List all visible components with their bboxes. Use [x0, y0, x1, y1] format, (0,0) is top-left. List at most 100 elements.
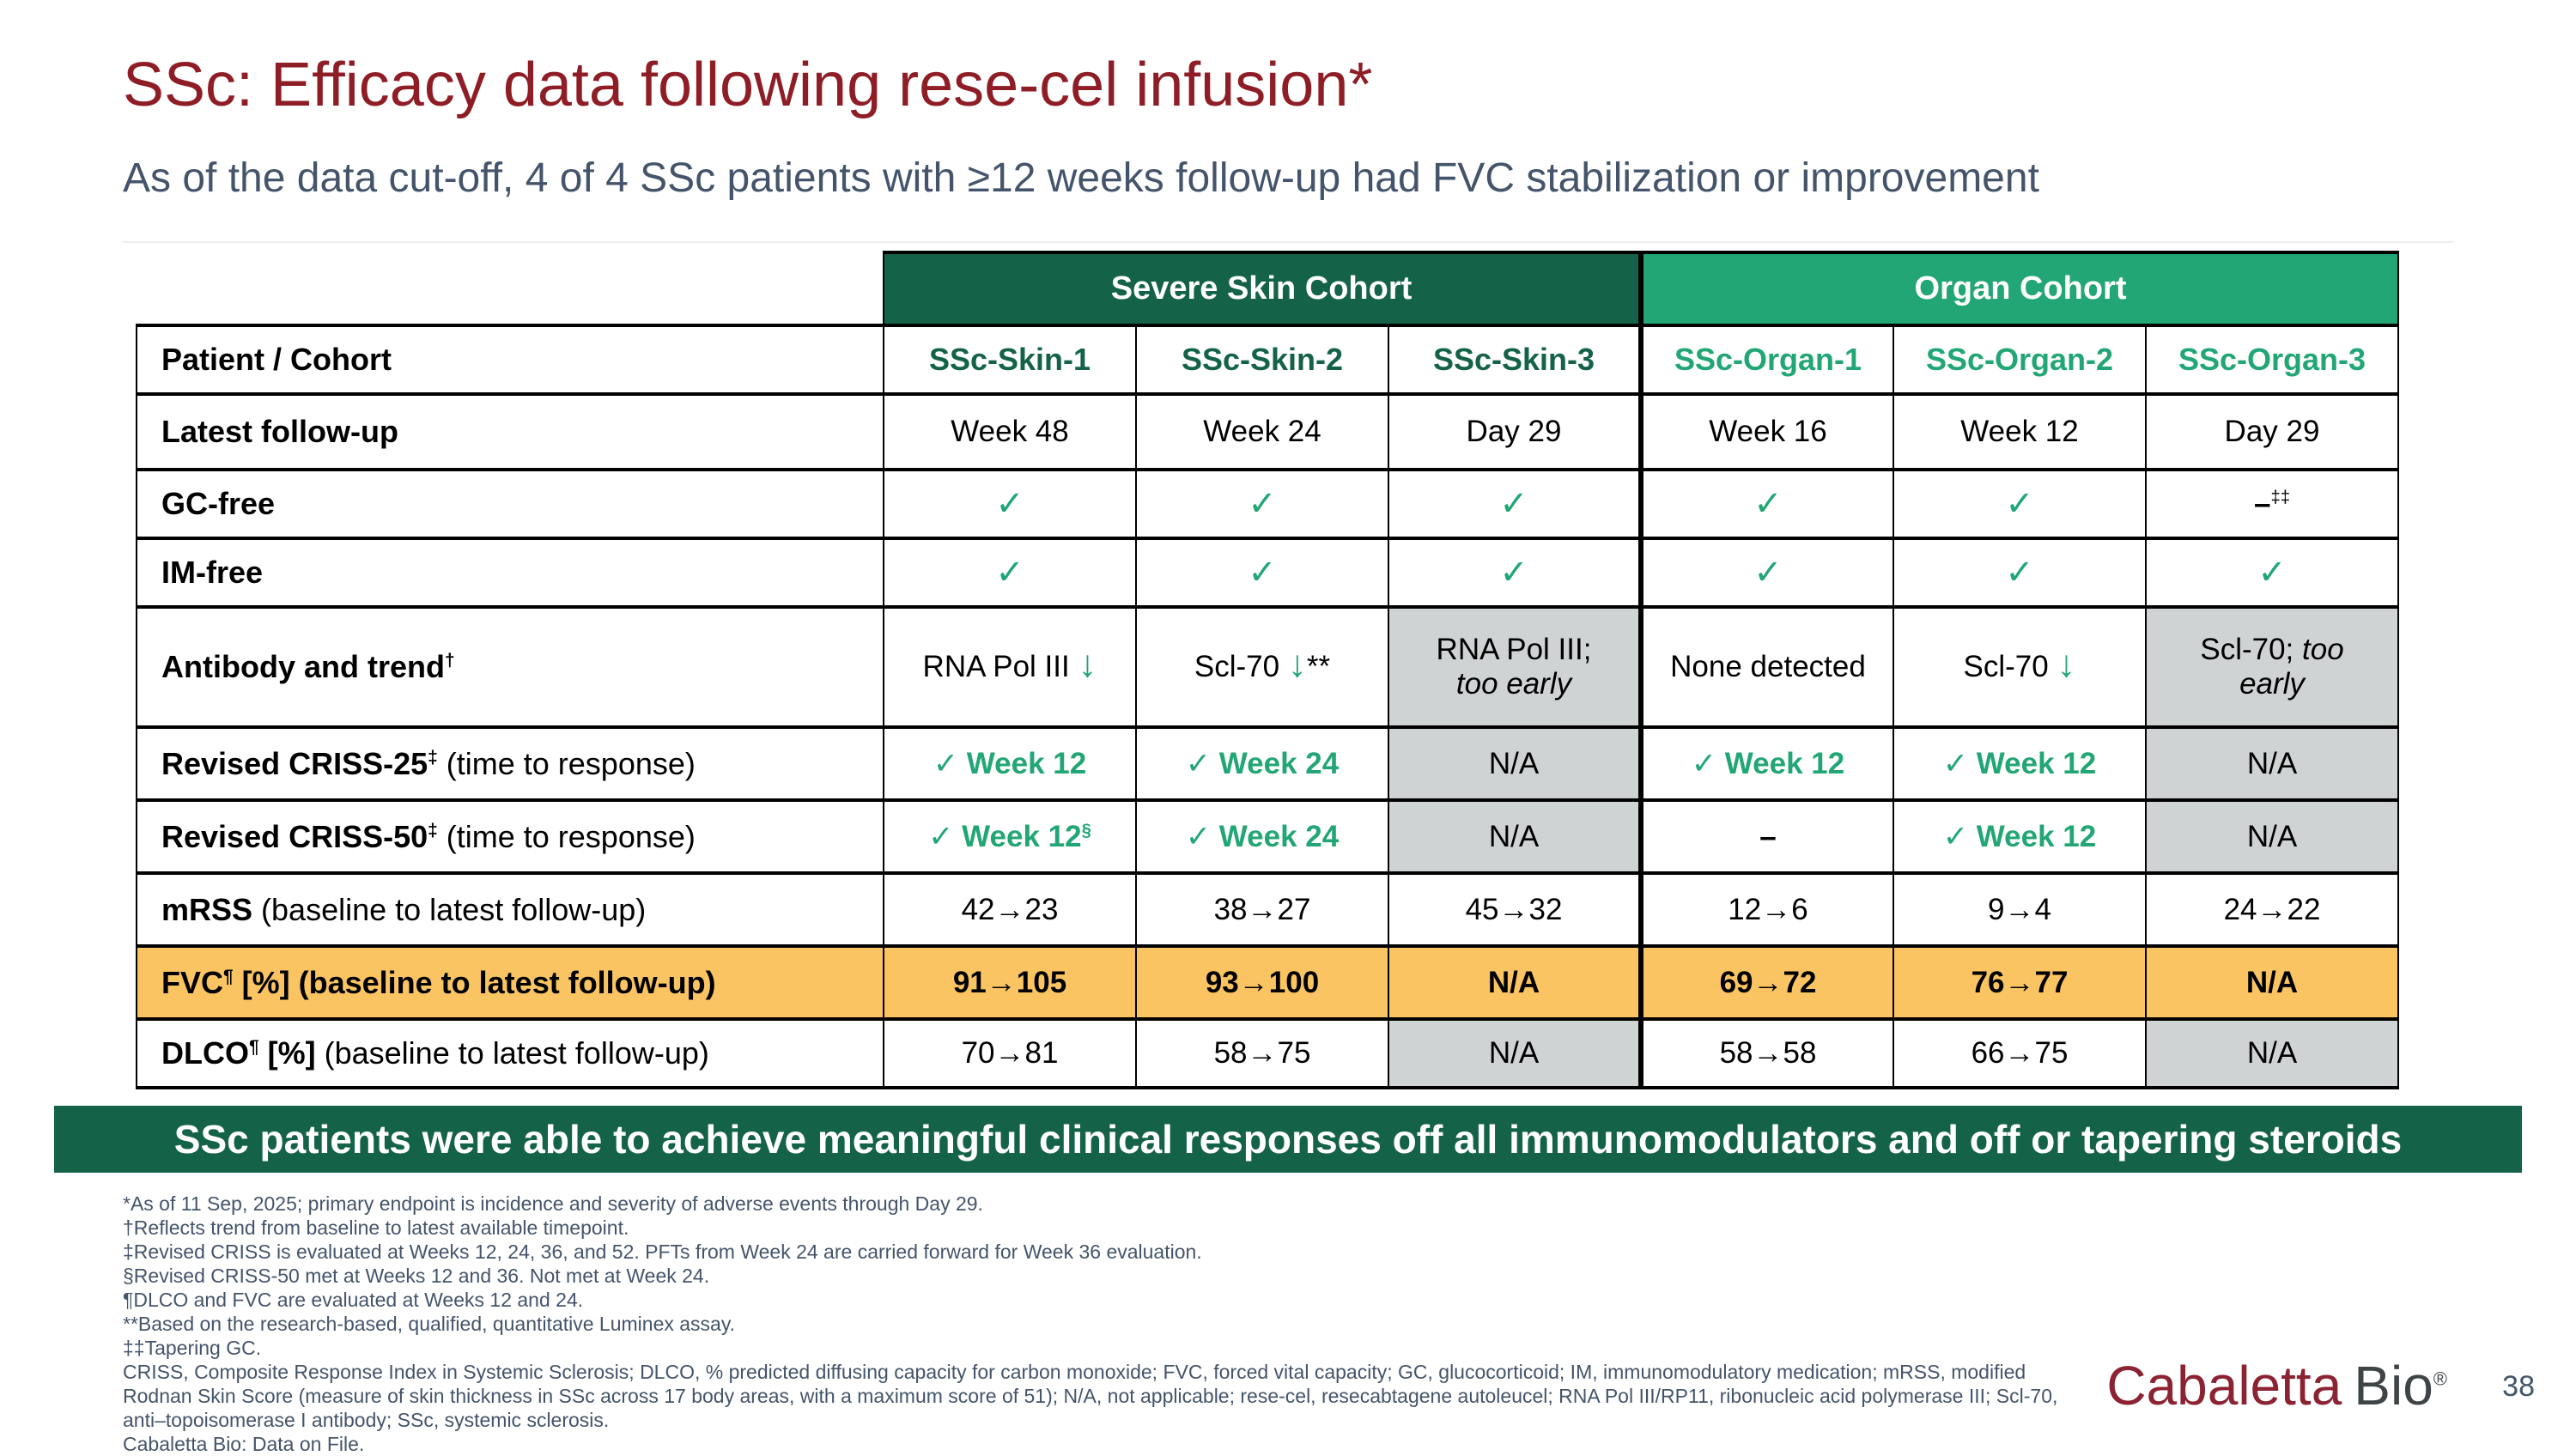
- row-label: Revised CRISS-50‡ (time to response): [136, 798, 884, 875]
- check-icon: ✓: [1753, 554, 1783, 592]
- text-fragment: (baseline to latest follow-up): [252, 891, 647, 927]
- footnote-line: ‡Revised CRISS is evaluated at Weeks 12,…: [123, 1241, 1202, 1263]
- down-arrow-icon: ↓: [1287, 643, 1307, 685]
- table-cell: ✓: [1893, 468, 2147, 540]
- table-row: FVC¶ [%] (baseline to latest follow-up) 9…: [136, 944, 2400, 1021]
- page-title: SSc: Efficacy data following rese-cel in…: [123, 51, 1373, 119]
- table-cell: SSc-Skin-1: [883, 324, 1137, 396]
- footnote-line: anti–topoisomerase I antibody; SSc, syst…: [123, 1409, 610, 1431]
- check-icon: ✓: [1499, 554, 1528, 592]
- text-fragment: Latest follow-up: [161, 414, 398, 449]
- text-fragment: Scl-70: [1963, 650, 2057, 683]
- table-cell: 91→105: [883, 944, 1137, 1021]
- table-row: Antibody and trend† RNA Pol III ↓ Scl-70 ↓…: [136, 605, 2400, 729]
- text-fragment: §: [1081, 820, 1091, 840]
- table-cell: ✓ Week 12: [1893, 725, 2147, 802]
- row-label: IM-free: [136, 537, 884, 609]
- table-cell: Day 29: [1388, 392, 1643, 471]
- text-fragment: 58→58: [1719, 1036, 1817, 1070]
- text-fragment: N/A: [2246, 819, 2298, 853]
- text-fragment: 24→22: [2223, 892, 2321, 926]
- cohort-header: Severe Skin Cohort: [883, 251, 1643, 327]
- footnote-line: Cabaletta Bio: Data on File.: [123, 1433, 365, 1455]
- down-arrow-icon: ↓: [2057, 643, 2076, 685]
- table-cell: 24→22: [2144, 871, 2400, 948]
- text-fragment: SSc-Organ-2: [1925, 342, 2114, 377]
- text-fragment: 76→77: [1971, 965, 2069, 999]
- table-cell: 58→75: [1135, 1017, 1389, 1089]
- table-cell: ✓ Week 12§: [883, 798, 1137, 875]
- text-fragment: 66→75: [1971, 1036, 2069, 1070]
- text-fragment: N/A: [1488, 746, 1540, 780]
- table-cell: ✓ Week 24: [1135, 798, 1389, 875]
- table-cell: 93→100: [1135, 944, 1389, 1021]
- table-cell: 9→4: [1893, 871, 2147, 948]
- text-fragment: ✓ Week 12: [1691, 746, 1845, 780]
- table-cell: Scl-70 ↓: [1893, 605, 2147, 729]
- footnotes: *As of 11 Sep, 2025; primary endpoint is…: [123, 1192, 2115, 1456]
- table-cell: ✓ Week 24: [1135, 725, 1389, 802]
- table-cell: ✓: [1135, 537, 1389, 609]
- text-fragment: ✓ Week 12: [933, 746, 1087, 780]
- row-label: DLCO¶ [%] (baseline to latest follow-up): [136, 1017, 884, 1089]
- text-fragment: ✓ Week 24: [1185, 819, 1340, 853]
- check-icon: ✓: [2005, 485, 2034, 523]
- table-cell: SSc-Skin-2: [1135, 324, 1389, 396]
- efficacy-table: Severe Skin Cohort Organ Cohort Patient / …: [136, 251, 2400, 1089]
- text-fragment: 91→105: [952, 965, 1067, 999]
- footnote-line: **Based on the research-based, qualified…: [123, 1313, 736, 1335]
- table-cell: ✓: [883, 537, 1137, 609]
- check-icon: ✓: [2257, 554, 2287, 592]
- text-fragment: 58→75: [1213, 1036, 1311, 1070]
- text-fragment: (baseline to latest follow-up): [315, 1035, 709, 1071]
- footnote-line: ¶DLCO and FVC are evaluated at Weeks 12 …: [123, 1289, 584, 1311]
- row-label: Latest follow-up: [136, 392, 884, 471]
- text-fragment: **: [1306, 650, 1331, 683]
- table-cell: ✓: [2144, 537, 2400, 609]
- table-cell: 69→72: [1640, 944, 1894, 1021]
- text-fragment: Scl-70: [1194, 650, 1288, 683]
- text-fragment: 42→23: [961, 892, 1059, 926]
- table-cell: 38→27: [1135, 871, 1389, 948]
- logo-registered-icon: ®: [2433, 1368, 2447, 1390]
- table-cell: ✓: [1135, 468, 1389, 540]
- table-cell: ✓: [883, 468, 1137, 540]
- check-icon: ✓: [995, 554, 1024, 592]
- text-fragment: mRSS: [161, 891, 253, 927]
- text-fragment: ‡: [428, 820, 438, 840]
- text-fragment: SSc-Skin-1: [928, 342, 1091, 377]
- table-cell: Scl-70; too early: [2144, 605, 2400, 729]
- text-fragment: 45→32: [1465, 892, 1563, 926]
- table-row: Latest follow-up Week 48 Week 24 Day 29 Week…: [136, 392, 2400, 471]
- text-fragment: –: [2253, 487, 2271, 520]
- company-logo: Cabaletta Bio®: [2106, 1354, 2447, 1417]
- table-cell: ✓ Week 12: [883, 725, 1137, 802]
- footnote-line: *As of 11 Sep, 2025; primary endpoint is…: [123, 1192, 983, 1215]
- table-cell: –‡‡: [2144, 468, 2400, 540]
- text-fragment: Day 29: [1466, 415, 1562, 448]
- table-cell: SSc-Organ-3: [2144, 324, 2400, 396]
- text-fragment: None detected: [1670, 650, 1866, 683]
- page-number: 38: [2502, 1370, 2535, 1403]
- text-fragment: DLCO: [161, 1035, 249, 1071]
- table-cell: –: [1640, 798, 1894, 875]
- text-fragment: Revised CRISS-50: [161, 818, 428, 854]
- table-cell: N/A: [1388, 798, 1643, 875]
- text-fragment: [%]: [258, 1035, 316, 1071]
- text-fragment: Antibody and trend: [161, 649, 445, 684]
- text-fragment: 69→72: [1719, 965, 1817, 999]
- check-icon: ✓: [1753, 485, 1783, 523]
- text-fragment: N/A: [2246, 1036, 2298, 1070]
- footnote-line: §Revised CRISS-50 met at Weeks 12 and 36…: [123, 1265, 710, 1287]
- table-row: IM-free ✓ ✓ ✓ ✓ ✓ ✓: [136, 537, 2400, 609]
- page-subtitle: As of the data cut-off, 4 of 4 SSc patie…: [123, 155, 2039, 201]
- table-cell: ✓: [1640, 537, 1894, 609]
- table-cell: SSc-Skin-3: [1388, 324, 1643, 396]
- table-cell: Week 16: [1640, 392, 1894, 471]
- text-fragment: SSc-Organ-1: [1674, 342, 1862, 377]
- table-cell: Week 12: [1893, 392, 2147, 471]
- text-fragment: 70→81: [961, 1036, 1059, 1070]
- text-fragment: N/A: [2245, 965, 2299, 999]
- text-fragment: 9→4: [1988, 892, 2051, 926]
- footnote-line: Rodnan Skin Score (measure of skin thick…: [123, 1385, 2058, 1407]
